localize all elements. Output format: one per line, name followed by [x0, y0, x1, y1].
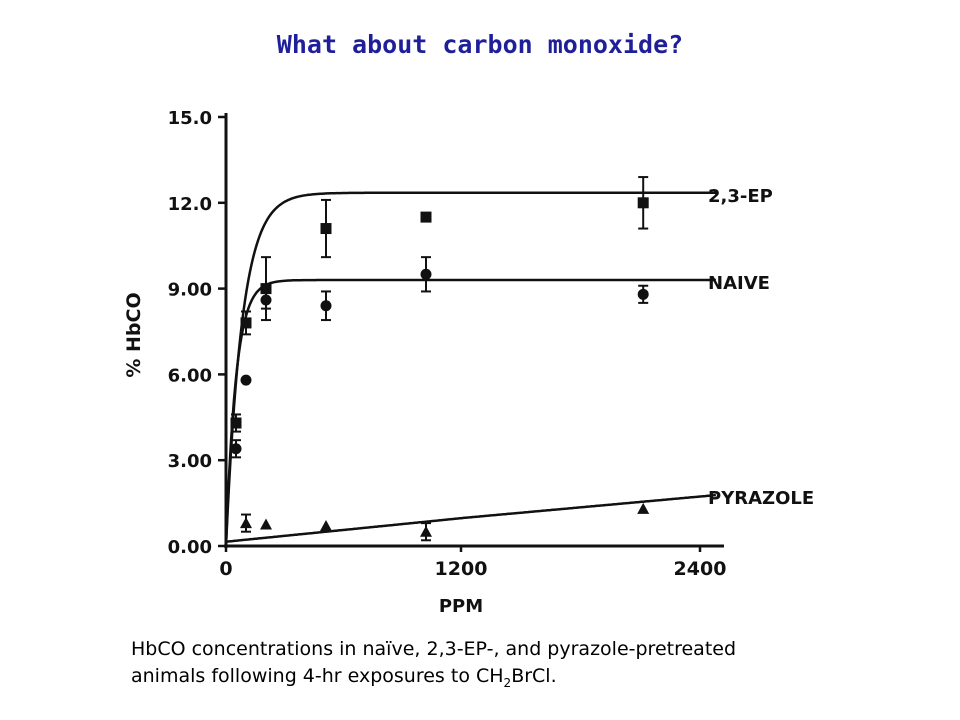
- series-label: NAIVE: [708, 273, 770, 294]
- caption-line-1: HbCO concentrations in naïve, 2,3-EP-, a…: [131, 638, 737, 660]
- figure-caption: HbCO concentrations in naïve, 2,3-EP-, a…: [131, 636, 891, 697]
- fit-curve-pyrazole: [225, 493, 717, 543]
- x-tick-label: 2400: [674, 558, 727, 580]
- data-point-circle: [260, 294, 272, 306]
- data-point-square: [320, 223, 332, 235]
- y-tick-label: 12.0: [168, 194, 212, 215]
- x-axis-title: PPM: [439, 596, 483, 617]
- data-point-square: [420, 211, 432, 223]
- y-tick-label: 3.00: [168, 451, 212, 472]
- data-point-triangle: [320, 519, 332, 531]
- y-tick-label: 15.0: [168, 108, 212, 129]
- data-point-square: [240, 317, 252, 329]
- caption-line-2-end: BrCl.: [511, 665, 557, 687]
- caption-subscript: 2: [503, 675, 512, 690]
- data-point-circle: [420, 268, 432, 280]
- y-tick-label: 9.00: [168, 280, 212, 301]
- data-point-circle: [637, 288, 649, 300]
- y-axis-title: % HbCO: [123, 292, 145, 377]
- fit-curve-2-3-ep: [224, 191, 716, 547]
- data-point-triangle: [637, 502, 650, 514]
- y-tick-label: 6.00: [168, 365, 212, 386]
- y-tick-label: 0.00: [168, 537, 212, 558]
- data-point-square: [260, 283, 272, 295]
- data-point-triangle: [240, 517, 252, 529]
- data-point-circle: [240, 374, 252, 386]
- data-point-triangle: [420, 525, 432, 537]
- data-point-square: [230, 417, 242, 429]
- data-point-circle: [230, 443, 242, 455]
- data-point-circle: [320, 300, 332, 312]
- series-label: 2,3-EP: [708, 186, 773, 207]
- data-point-triangle: [260, 518, 272, 530]
- caption-line-2-start: animals following 4-hr exposures to CH: [131, 665, 504, 687]
- slide-title: What about carbon monoxide?: [276, 30, 684, 59]
- x-tick-label: 0: [219, 558, 232, 580]
- series-label: PYRAZOLE: [708, 488, 814, 509]
- data-point-square: [637, 197, 649, 209]
- x-tick-label: 1200: [435, 558, 488, 580]
- fit-curve-naive: [224, 278, 716, 547]
